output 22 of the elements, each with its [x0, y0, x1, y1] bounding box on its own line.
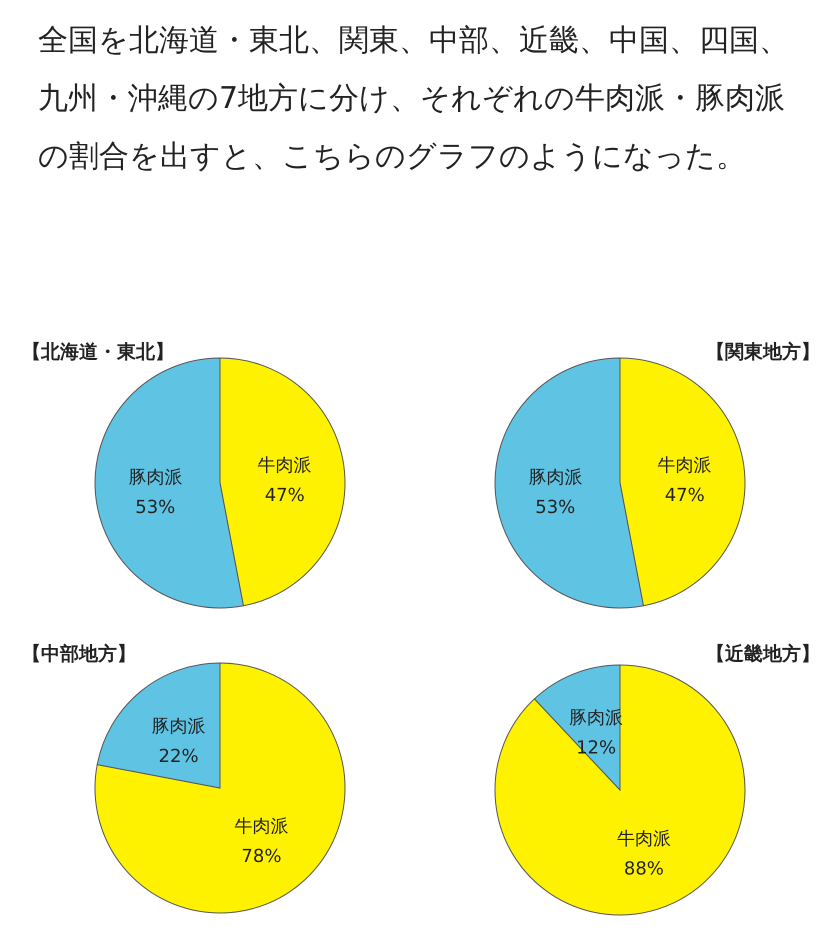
slice-label: 豚肉派: [128, 467, 182, 488]
pie-slice: [94, 662, 346, 914]
pie-slice: [494, 664, 746, 916]
data-label: 12%: [576, 738, 616, 759]
slice-label: 牛肉派: [234, 816, 288, 838]
data-label: 78%: [241, 846, 282, 868]
slice-label: 牛肉派: [658, 454, 712, 476]
data-label: 22%: [158, 746, 199, 767]
slice-label: 豚肉派: [528, 467, 582, 488]
slice-label: 豚肉派: [152, 716, 206, 737]
data-label: 47%: [664, 484, 705, 506]
chart-title: 【中部地方】: [22, 643, 136, 665]
slice-label: 牛肉派: [616, 828, 671, 850]
text: 全国を北海道・東北、関東、中部、近畿、中国、四国、九州・沖縄の7地方に分け、それぞれの牛肉派・豚肉派の割合を出すと、こちらのグラフのようになった。: [38, 22, 790, 176]
chart-title: 【近畿地方】: [706, 643, 820, 665]
data-label: 53%: [135, 497, 176, 518]
data-label: 53%: [535, 497, 576, 518]
slice-label: 牛肉派: [258, 454, 312, 476]
data-label: 47%: [264, 484, 305, 506]
chart-title: 【北海道・東北】: [22, 341, 174, 363]
chart-title: 【関東地方】: [706, 341, 820, 363]
data-label: 88%: [624, 858, 664, 880]
